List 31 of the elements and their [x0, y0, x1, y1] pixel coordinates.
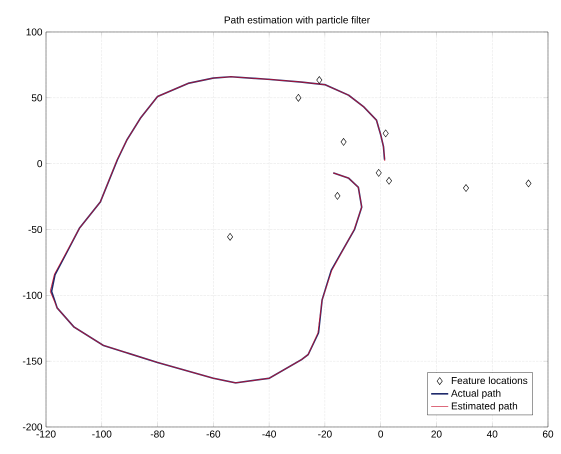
- x-tick-label: 60: [542, 430, 554, 438]
- point: [295, 94, 302, 102]
- x-tick-label: 40: [486, 430, 498, 438]
- x-tick-label: -80: [150, 430, 164, 438]
- chart-title: Path estimation with particle filter: [224, 16, 370, 26]
- point: [526, 180, 532, 188]
- x-tick-label: -120: [36, 430, 56, 438]
- x-tick-label: 20: [431, 430, 442, 438]
- y-tick-label: -200: [22, 423, 42, 431]
- point: [463, 184, 469, 192]
- x-tick-label: -60: [206, 430, 220, 438]
- point: [316, 76, 322, 84]
- y-tick-label: -150: [22, 358, 42, 365]
- y-tick-label: -50: [28, 226, 42, 234]
- y-tick-label: -100: [22, 292, 42, 299]
- x-tick-label: 0: [378, 430, 384, 438]
- point: [376, 169, 382, 177]
- point: [382, 130, 389, 138]
- y-tick-label: 0: [37, 160, 42, 168]
- y-tick-label: 100: [26, 28, 42, 36]
- x-tick-label: -40: [262, 430, 276, 438]
- legend-label: Actual path: [451, 389, 500, 399]
- point: [386, 176, 392, 185]
- y-tick-label: 50: [32, 94, 42, 102]
- x-tick-label: -20: [318, 430, 332, 438]
- point: [340, 138, 347, 146]
- point: [334, 192, 340, 200]
- x-tick-label: -100: [92, 430, 112, 438]
- point: [227, 233, 233, 241]
- legend-label: Feature locations: [452, 376, 528, 384]
- legend-label: Estimated path: [452, 402, 518, 412]
